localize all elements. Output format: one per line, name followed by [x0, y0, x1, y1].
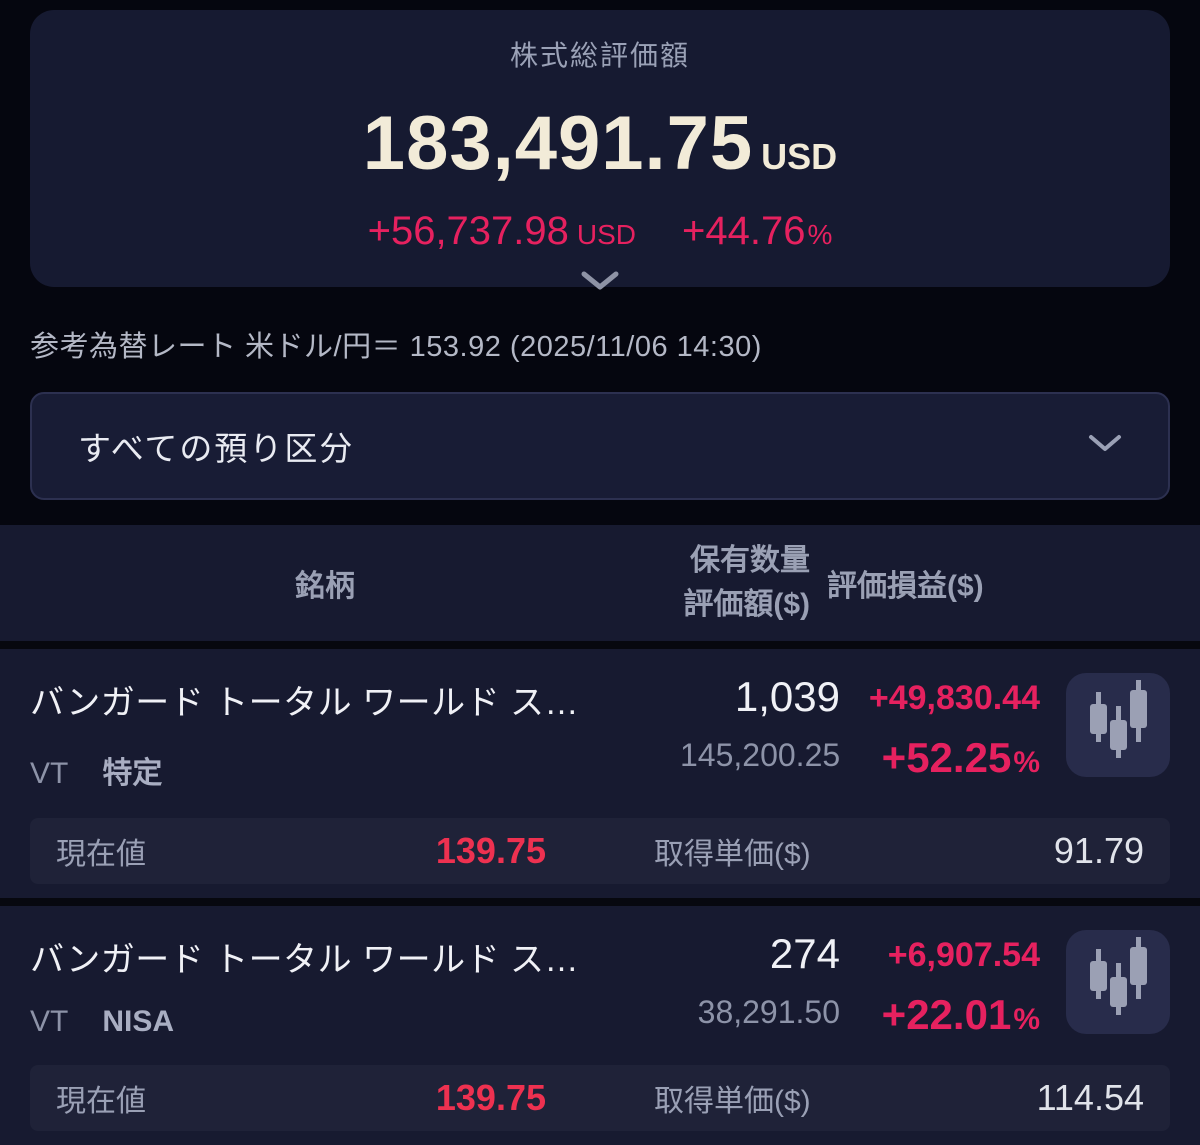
holding-pl-percent-sign: %	[1013, 746, 1040, 779]
header-quantity: 保有数量	[690, 544, 810, 577]
current-price-label: 現在値	[56, 838, 146, 871]
cost-basis-value: 91.79	[1053, 830, 1144, 871]
cost-basis-label: 取得単価($)	[654, 1085, 811, 1118]
holding-pl-percent-line: +52.25 %	[840, 734, 1040, 782]
price-strip: 現在値 139.75 取得単価($) 91.79	[30, 818, 1170, 884]
total-valuation-title: 株式総評価額	[509, 40, 690, 71]
holding-name: バンガード トータル ワールド ス…	[30, 941, 580, 979]
holding-sub-line: VT 特定	[30, 748, 680, 792]
open-chart-button[interactable]	[1066, 673, 1170, 777]
total-change-percent-sign: %	[807, 219, 833, 250]
holding-ticker: VT	[30, 757, 69, 790]
holding-pl-percent: +22.01	[881, 991, 1012, 1038]
price-strip: 現在値 139.75 取得単価($) 114.54	[30, 1065, 1170, 1131]
total-valuation-amount-line: 183,491.75 USD	[30, 100, 1170, 187]
candlestick-chart-icon	[1083, 679, 1153, 771]
holding-ticker: VT	[30, 1005, 69, 1038]
holding-name: バンガード トータル ワールド ス…	[30, 684, 580, 722]
holding-pl-amount: +6,907.54	[887, 936, 1040, 974]
total-change-currency: USD	[576, 219, 637, 250]
summary-expand-toggle[interactable]	[30, 270, 1170, 297]
holding-row[interactable]: バンガード トータル ワールド ス… VT 特定 1,039 145,200.2…	[0, 649, 1200, 906]
holding-pl-percent: +52.25	[881, 734, 1012, 781]
open-chart-button[interactable]	[1066, 930, 1170, 1034]
header-name: 銘柄	[295, 570, 355, 603]
header-valuation: 評価額($)	[683, 588, 810, 621]
holding-account-type: NISA	[102, 1005, 175, 1038]
holding-icon-cell	[1066, 930, 1170, 1034]
chevron-down-icon	[580, 270, 620, 297]
holding-quantity: 1,039	[734, 673, 840, 720]
holding-name-cell: バンガード トータル ワールド ス… VT NISA	[30, 930, 680, 1039]
holding-pl-cell: +49,830.44 +52.25 %	[840, 673, 1040, 782]
holding-pl-percent-line: +22.01 %	[840, 991, 1040, 1039]
holding-name-cell: バンガード トータル ワールド ス… VT 特定	[30, 673, 680, 792]
total-change-percent: +44.76	[682, 209, 806, 253]
fx-rate-note: 参考為替レート 米ドル/円＝ 153.92 (2025/11/06 14:30)	[30, 331, 762, 363]
holding-row[interactable]: バンガード トータル ワールド ス… VT NISA 274 38,291.50…	[0, 906, 1200, 1145]
total-valuation-amount: 183,491.75	[362, 101, 754, 186]
holding-pl-amount: +49,830.44	[868, 679, 1040, 717]
holding-account-type: 特定	[102, 757, 163, 790]
total-valuation-currency: USD	[761, 136, 838, 177]
holding-sub-line: VT NISA	[30, 1005, 680, 1039]
holding-valuation: 38,291.50	[697, 994, 840, 1030]
deposit-category-dropdown[interactable]: すべての預り区分	[30, 392, 1170, 500]
cost-basis-value: 114.54	[1036, 1077, 1144, 1118]
current-price-value: 139.75	[435, 830, 546, 871]
current-price-value: 139.75	[435, 1077, 546, 1118]
header-profit-loss: 評価損益($)	[827, 570, 984, 603]
holding-qty-cell: 1,039 145,200.25	[680, 673, 840, 774]
total-valuation-card: 株式総評価額 183,491.75 USD +56,737.98 USD +44…	[30, 10, 1170, 290]
deposit-category-selected: すべての預り区分	[78, 430, 355, 467]
holding-pl-cell: +6,907.54 +22.01 %	[840, 930, 1040, 1039]
holding-quantity: 274	[769, 930, 840, 977]
candlestick-chart-icon	[1083, 936, 1153, 1028]
holding-icon-cell	[1066, 673, 1170, 777]
holding-valuation: 145,200.25	[680, 737, 841, 773]
current-price-label: 現在値	[56, 1085, 146, 1118]
holding-row-main: バンガード トータル ワールド ス… VT NISA 274 38,291.50…	[30, 930, 1170, 1039]
holding-pl-percent-sign: %	[1013, 1003, 1040, 1036]
holdings-table-header: 銘柄 保有数量 評価額($) 評価損益($)	[0, 525, 1200, 649]
header-quantity-valuation: 保有数量 評価額($)	[650, 539, 810, 627]
chevron-down-icon	[1088, 434, 1122, 459]
cost-basis-label: 取得単価($)	[654, 838, 811, 871]
holding-qty-cell: 274 38,291.50	[680, 930, 840, 1031]
total-change-line: +56,737.98 USD +44.76 %	[30, 209, 1170, 254]
total-change-amount: +56,737.98	[367, 209, 569, 253]
holding-row-main: バンガード トータル ワールド ス… VT 特定 1,039 145,200.2…	[30, 673, 1170, 792]
